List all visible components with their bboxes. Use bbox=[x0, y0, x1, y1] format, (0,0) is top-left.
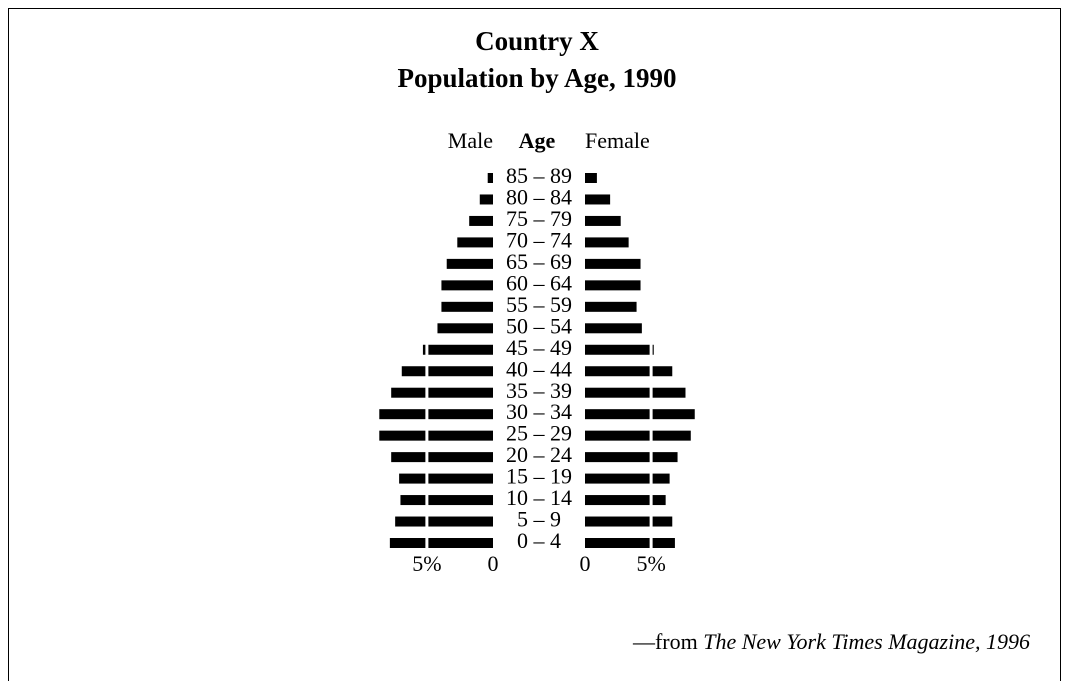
source: —from The New York Times Magazine, 1996 bbox=[632, 629, 1030, 654]
x-tick-label: 5% bbox=[412, 551, 441, 576]
category-label: 5 – 9 bbox=[517, 507, 561, 532]
bar-female bbox=[585, 194, 611, 205]
x-tick-label: 0 bbox=[488, 551, 499, 576]
frame bbox=[8, 8, 1061, 681]
category-label: 65 – 69 bbox=[506, 249, 572, 274]
category-label: 10 – 14 bbox=[506, 485, 572, 510]
x-tick-label: 0 bbox=[580, 551, 591, 576]
category-label: 70 – 74 bbox=[506, 227, 572, 252]
category-label: 0 – 4 bbox=[517, 528, 561, 553]
bar-female bbox=[585, 215, 621, 226]
category-label: 40 – 44 bbox=[506, 356, 572, 381]
category-label: 60 – 64 bbox=[506, 270, 572, 295]
bar-male bbox=[399, 473, 493, 484]
bar-male bbox=[469, 215, 493, 226]
bar-male bbox=[446, 258, 493, 269]
bar-male bbox=[379, 430, 493, 441]
category-label: 30 – 34 bbox=[506, 399, 572, 424]
bar-male bbox=[389, 538, 493, 548]
bar-male bbox=[379, 409, 493, 420]
source-prefix: —from bbox=[632, 629, 703, 654]
bar-male bbox=[391, 387, 493, 398]
bar-female bbox=[585, 237, 629, 248]
bar-male bbox=[401, 366, 493, 377]
bar-male bbox=[437, 323, 493, 334]
legend-male: Male bbox=[448, 128, 493, 153]
bar-female bbox=[585, 538, 675, 548]
bar-female bbox=[585, 280, 641, 291]
category-label: 75 – 79 bbox=[506, 206, 572, 231]
bar-female bbox=[585, 473, 670, 484]
bar-female bbox=[585, 366, 673, 377]
bar-female bbox=[585, 516, 673, 527]
bar-male bbox=[479, 194, 493, 205]
bar-male bbox=[441, 280, 493, 291]
category-label: 45 – 49 bbox=[506, 335, 572, 360]
bar-female bbox=[585, 409, 695, 420]
category-label: 55 – 59 bbox=[506, 292, 572, 317]
bar-male bbox=[395, 516, 493, 527]
bar-female bbox=[585, 323, 642, 334]
bar-female bbox=[585, 258, 641, 269]
category-label: 20 – 24 bbox=[506, 442, 572, 467]
bar-male bbox=[422, 344, 493, 355]
category-label: 15 – 19 bbox=[506, 464, 572, 489]
bar-male bbox=[391, 452, 493, 463]
bar-male bbox=[441, 301, 493, 312]
bar-female bbox=[585, 430, 691, 441]
bar-male bbox=[400, 495, 493, 506]
bar-male bbox=[457, 237, 493, 248]
bar-female bbox=[585, 495, 666, 506]
bar-male bbox=[487, 173, 493, 183]
bar-female bbox=[585, 344, 654, 355]
bar-female bbox=[585, 452, 678, 463]
bar-female bbox=[585, 301, 637, 312]
category-axis-label: Age bbox=[519, 128, 556, 153]
category-label: 85 – 89 bbox=[506, 163, 572, 188]
category-label: 80 – 84 bbox=[506, 185, 572, 210]
category-label: 25 – 29 bbox=[506, 421, 572, 446]
category-label: 50 – 54 bbox=[506, 313, 572, 338]
bar-female bbox=[585, 173, 597, 183]
chart-subtitle: Population by Age, 1990 bbox=[397, 63, 676, 93]
chart-title: Country X bbox=[475, 26, 599, 56]
legend-female: Female bbox=[585, 128, 650, 153]
x-tick-label: 5% bbox=[636, 551, 665, 576]
category-label: 35 – 39 bbox=[506, 378, 572, 403]
source-title: The New York Times Magazine, 1996 bbox=[703, 629, 1030, 654]
bar-female bbox=[585, 387, 686, 398]
